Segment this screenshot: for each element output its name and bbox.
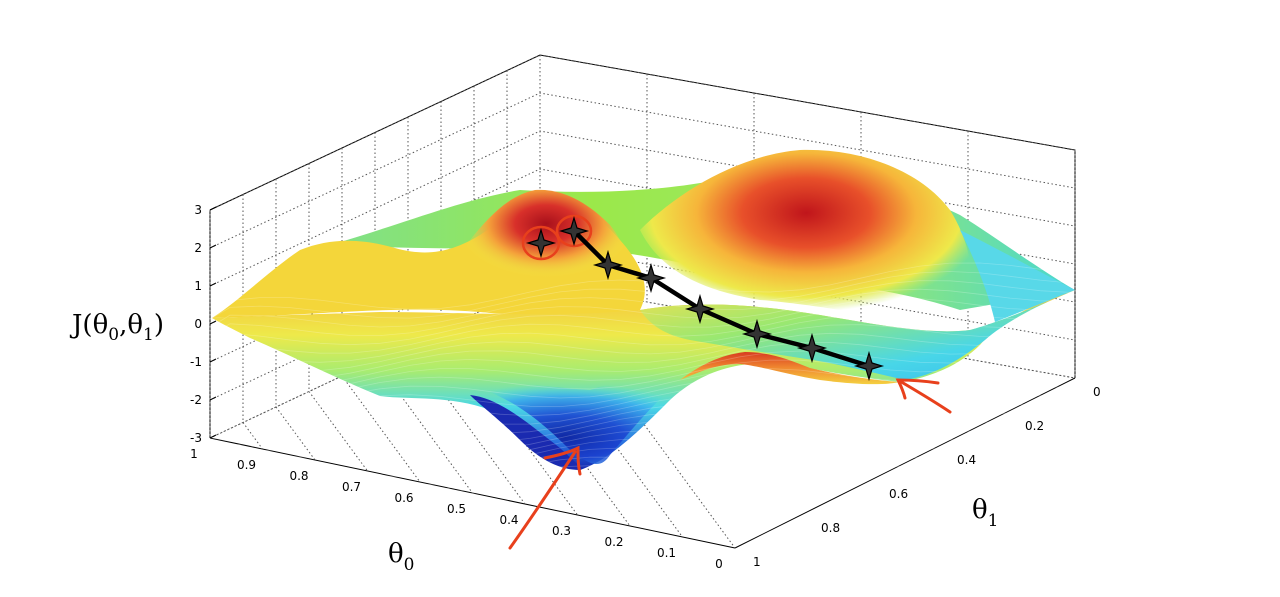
descent-step-marker	[684, 293, 716, 325]
surface-mesh-line	[211, 456, 1071, 505]
surface-mesh-line	[211, 337, 1071, 390]
floor-gridline	[242, 422, 263, 450]
theta0-tick-label: 0.2	[604, 535, 623, 549]
arrow-valley-head	[543, 445, 582, 476]
descent-step-marker	[741, 318, 773, 350]
surface-mesh-line	[211, 324, 1071, 372]
surface-mesh-line	[211, 342, 1071, 398]
z-tick-mark	[209, 434, 217, 439]
surface-mesh-line	[211, 347, 1071, 407]
z-tick-mark	[209, 282, 217, 287]
floor-gridline	[275, 406, 316, 461]
x-axis-label: θ0	[388, 539, 414, 575]
z-axis-label: J(θ0,θ1)	[69, 310, 164, 345]
z-tick-label: 0	[194, 317, 202, 331]
theta1-tick-label: 0.2	[1025, 419, 1044, 433]
surface-mesh-line	[211, 448, 1071, 496]
surface-mesh-line	[211, 262, 1071, 311]
surface-mesh-line	[211, 297, 1071, 346]
surface-mesh-line	[211, 280, 1071, 328]
surface-mesh-line	[211, 395, 1071, 447]
theta0-tick-label: 0	[715, 557, 723, 571]
theta1-tick-label: 1	[753, 555, 761, 569]
arrow-minimum-head	[895, 378, 940, 400]
surface-mesh-line	[211, 306, 1071, 354]
theta0-tick-label: 0.9	[237, 458, 256, 472]
arrow-valley	[508, 450, 577, 550]
descent-step-marker	[592, 249, 624, 281]
descent-step-marker	[635, 262, 667, 294]
z-tick-mark	[209, 358, 217, 363]
surface-mesh-line	[211, 332, 1071, 381]
cost-surface	[211, 149, 1075, 514]
surface-mesh-line	[211, 386, 1071, 442]
theta0-tick-label: 0.1	[657, 546, 676, 560]
z-tick-label: 2	[194, 241, 202, 255]
z-tick-mark	[209, 396, 217, 401]
surface-mesh-line	[211, 465, 1071, 514]
annotation-arrows	[508, 378, 952, 550]
theta0-tick-label: 0.4	[499, 513, 518, 527]
theta1-tick-label: 0	[1093, 385, 1101, 399]
surface-mesh-line	[211, 315, 1071, 363]
surface-mesh-line	[211, 421, 1071, 471]
surface-mesh-line	[211, 360, 1071, 424]
theta1-tick-labels: 0 0.2 0.4 0.6 0.8 1	[753, 385, 1101, 569]
floor-gridline	[308, 391, 368, 472]
z-tick-label: -2	[190, 393, 202, 407]
theta0-tick-labels: 1 0.9 0.8 0.7 0.6 0.5 0.4 0.3 0.2 0.1 0	[190, 447, 723, 571]
theta0-tick-label: 0.7	[342, 480, 361, 494]
theta1-tick-label: 0.4	[957, 453, 976, 467]
z-tick-label: 3	[194, 203, 202, 217]
theta1-tick-label: 0.6	[889, 487, 908, 501]
z-tick-mark	[209, 206, 217, 211]
surface-mesh-line	[211, 430, 1071, 479]
arrow-minimum	[896, 378, 952, 414]
z-tick-label: -1	[190, 355, 202, 369]
theta1-tick-label: 0.8	[821, 521, 840, 535]
descent-step-marker	[525, 227, 557, 259]
surface-mesh-line	[211, 403, 1071, 455]
z-tick-mark	[209, 320, 217, 325]
z-tick-label: 1	[194, 279, 202, 293]
z-gridline	[209, 92, 1076, 249]
z-tick-label: -3	[190, 431, 202, 445]
descent-step-marker	[558, 215, 590, 247]
theta0-tick-label: 0.5	[447, 502, 466, 516]
surface-mesh-line	[211, 439, 1071, 487]
theta0-tick-label: 0.6	[394, 491, 413, 505]
surface-mesh-line	[211, 271, 1071, 319]
z-tick-labels: 3 2 1 0 -1 -2 -3	[190, 203, 217, 445]
floor-gridline	[374, 360, 473, 494]
theta0-tick-label: 0.8	[289, 469, 308, 483]
z-gridline	[209, 168, 1076, 325]
y-axis-label: θ1	[972, 495, 998, 531]
descent-step-marker	[796, 332, 828, 364]
z-tick-mark	[209, 244, 217, 249]
descent-step-marker	[853, 350, 885, 382]
surface-mesh-line	[211, 377, 1071, 437]
descent-path	[521, 214, 885, 382]
surface-mesh-line	[211, 412, 1071, 463]
theta0-tick-label: 0.3	[552, 524, 571, 538]
surface-mesh-line	[211, 288, 1071, 337]
theta0-tick-label: 1	[190, 447, 198, 461]
start-circle-1	[521, 225, 561, 261]
